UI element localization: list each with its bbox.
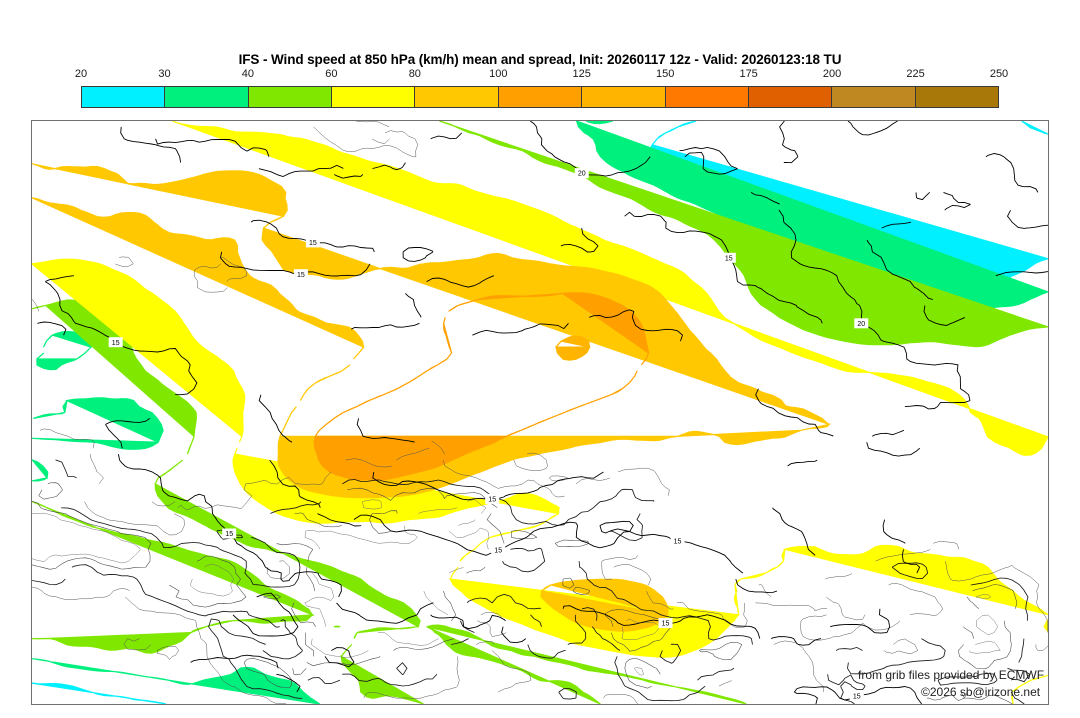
colorbar-segment [582, 87, 666, 107]
colorbar-segment [498, 87, 583, 107]
colorbar-segment [832, 87, 916, 107]
svg-text:20: 20 [578, 171, 586, 178]
spread-contour [356, 309, 684, 501]
colorbar-tick: 80 [408, 68, 421, 80]
watermark-copyright: ©2026 sb@irizone.net [921, 685, 1041, 699]
contour-label: 15 [293, 269, 308, 280]
colorbar-segment [82, 87, 166, 107]
colorbar-tick: 200 [822, 68, 842, 80]
watermark-source: from grib files provided by ECMWF [858, 668, 1045, 682]
contour-label: 15 [305, 237, 320, 248]
svg-text:15: 15 [488, 497, 496, 504]
contour-label: 15 [658, 618, 673, 629]
colorbar-segment [748, 87, 833, 107]
svg-text:15: 15 [297, 272, 305, 279]
spread-contour [866, 153, 1048, 326]
colorbar-tick: 60 [325, 68, 338, 80]
svg-text:15: 15 [725, 255, 733, 262]
wind-speed-band [32, 163, 832, 632]
svg-text:15: 15 [674, 539, 682, 546]
contour-label: 15 [491, 544, 506, 555]
colorbar-segments [81, 86, 999, 108]
contour-label: 15 [721, 252, 736, 263]
spread-contours [37, 121, 1048, 704]
colorbar-segment [248, 87, 333, 107]
contour-label: 15 [670, 536, 685, 546]
contour-label: 15 [108, 337, 123, 348]
colorbar-segment [165, 87, 249, 107]
colorbar-segment [332, 87, 416, 107]
coastline [32, 121, 1048, 704]
contour-label: 15 [849, 691, 864, 702]
map-canvas: 20 20 15 15 15 15 15 15 15 15 15 15 [32, 121, 1048, 704]
colorbar-tick: 20 [74, 68, 88, 80]
contour-label: 15 [485, 493, 500, 504]
svg-text:15: 15 [494, 547, 502, 554]
svg-text:20: 20 [857, 321, 865, 328]
contour-label: 20 [854, 318, 869, 329]
colorbar-tick: 175 [739, 68, 758, 80]
colorbar-tick: 150 [655, 68, 675, 80]
svg-text:15: 15 [225, 531, 233, 538]
wind-speed-band [555, 335, 591, 361]
svg-text:15: 15 [662, 621, 670, 628]
svg-text:15: 15 [112, 340, 120, 347]
wind-speed-shading [32, 121, 1048, 704]
colorbar-tick: 100 [489, 68, 508, 80]
colorbar: 20 30 40 60 80 100 125 150 175 200 225 250 [75, 68, 1008, 108]
colorbar-segment [415, 87, 499, 107]
colorbar-segment [915, 87, 998, 107]
colorbar-tick: 30 [158, 68, 171, 80]
svg-text:15: 15 [309, 240, 317, 247]
colorbar-tick: 225 [906, 68, 925, 80]
contour-label: 20 [574, 168, 589, 179]
map-panel[interactable]: 20 20 15 15 15 15 15 15 15 15 15 15 [31, 120, 1049, 705]
colorbar-segment [665, 87, 749, 107]
colorbar-tick: 250 [989, 68, 1009, 80]
colorbar-tick: 40 [241, 68, 255, 80]
wind-speed-band [313, 292, 650, 481]
page-title: IFS - Wind speed at 850 hPa (km/h) mean … [238, 52, 842, 67]
contour-label: 15 [222, 528, 237, 539]
colorbar-tick: 125 [572, 68, 591, 80]
svg-text:15: 15 [853, 694, 861, 701]
colorbar-tick-labels: 20 30 40 60 80 100 125 150 175 200 225 250 [75, 68, 1008, 84]
coastline [32, 482, 1018, 704]
contour-labels: 20 20 15 15 15 15 15 15 15 15 15 15 [108, 168, 869, 702]
